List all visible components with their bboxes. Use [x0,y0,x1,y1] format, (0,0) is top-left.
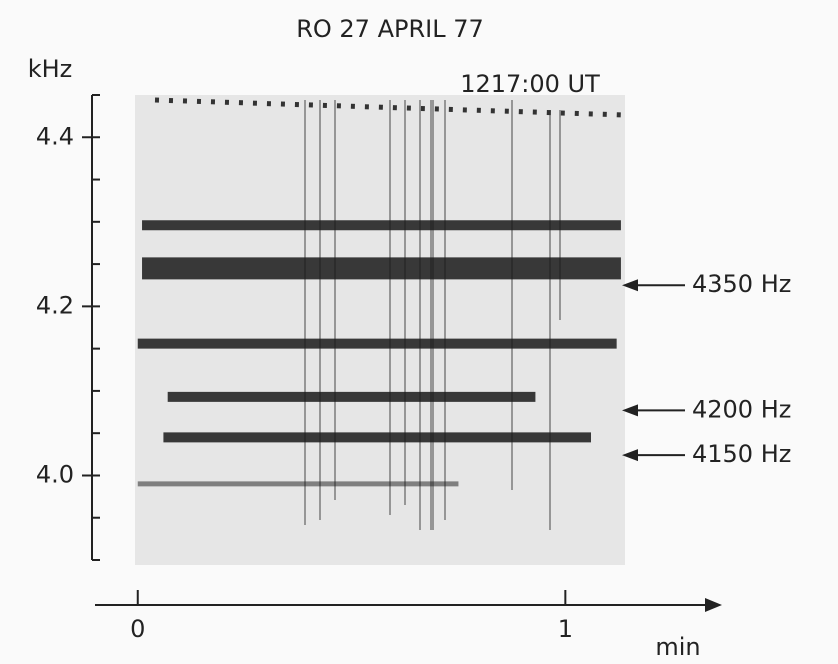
annotation-label: 4350 Hz [692,270,791,298]
annotation-arrowhead [622,279,638,292]
annotation-label: 4150 Hz [692,440,791,468]
chart-subtitle: 1217:00 UT [460,70,600,98]
y-tick-label: 4.0 [36,460,74,488]
noise-streaks [304,100,561,530]
y-axis-label: kHz [28,55,73,83]
annotation-label: 4200 Hz [692,395,791,423]
x-tick-label: 1 [558,615,573,643]
y-tick-label: 4.2 [36,291,74,319]
annotation-arrowhead [622,449,638,462]
x-tick-label: 0 [130,615,145,643]
y-tick-label: 4.4 [36,122,74,150]
annotation-arrowhead [622,404,638,417]
spectrogram-background [135,95,625,565]
chart-title: RO 27 APRIL 77 [296,15,484,43]
x-axis-label: min [655,633,700,661]
x-axis-arrow [705,598,722,612]
